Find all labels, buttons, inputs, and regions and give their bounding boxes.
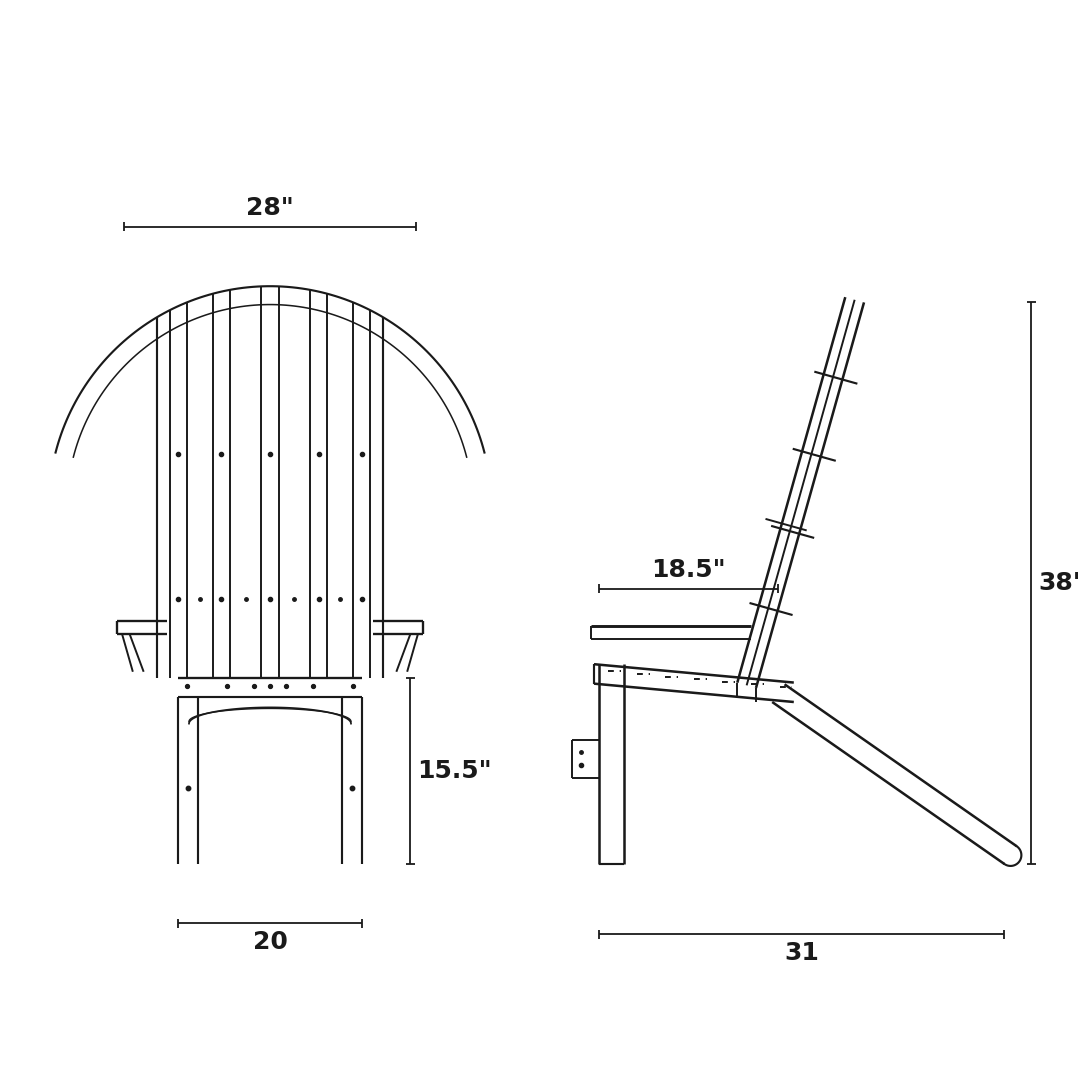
Text: 18.5": 18.5" xyxy=(651,558,726,582)
Text: 31: 31 xyxy=(784,941,820,964)
Text: 38": 38" xyxy=(1038,571,1080,595)
Text: 28": 28" xyxy=(246,197,294,220)
Text: 20: 20 xyxy=(253,930,287,954)
Text: 15.5": 15.5" xyxy=(417,759,491,783)
